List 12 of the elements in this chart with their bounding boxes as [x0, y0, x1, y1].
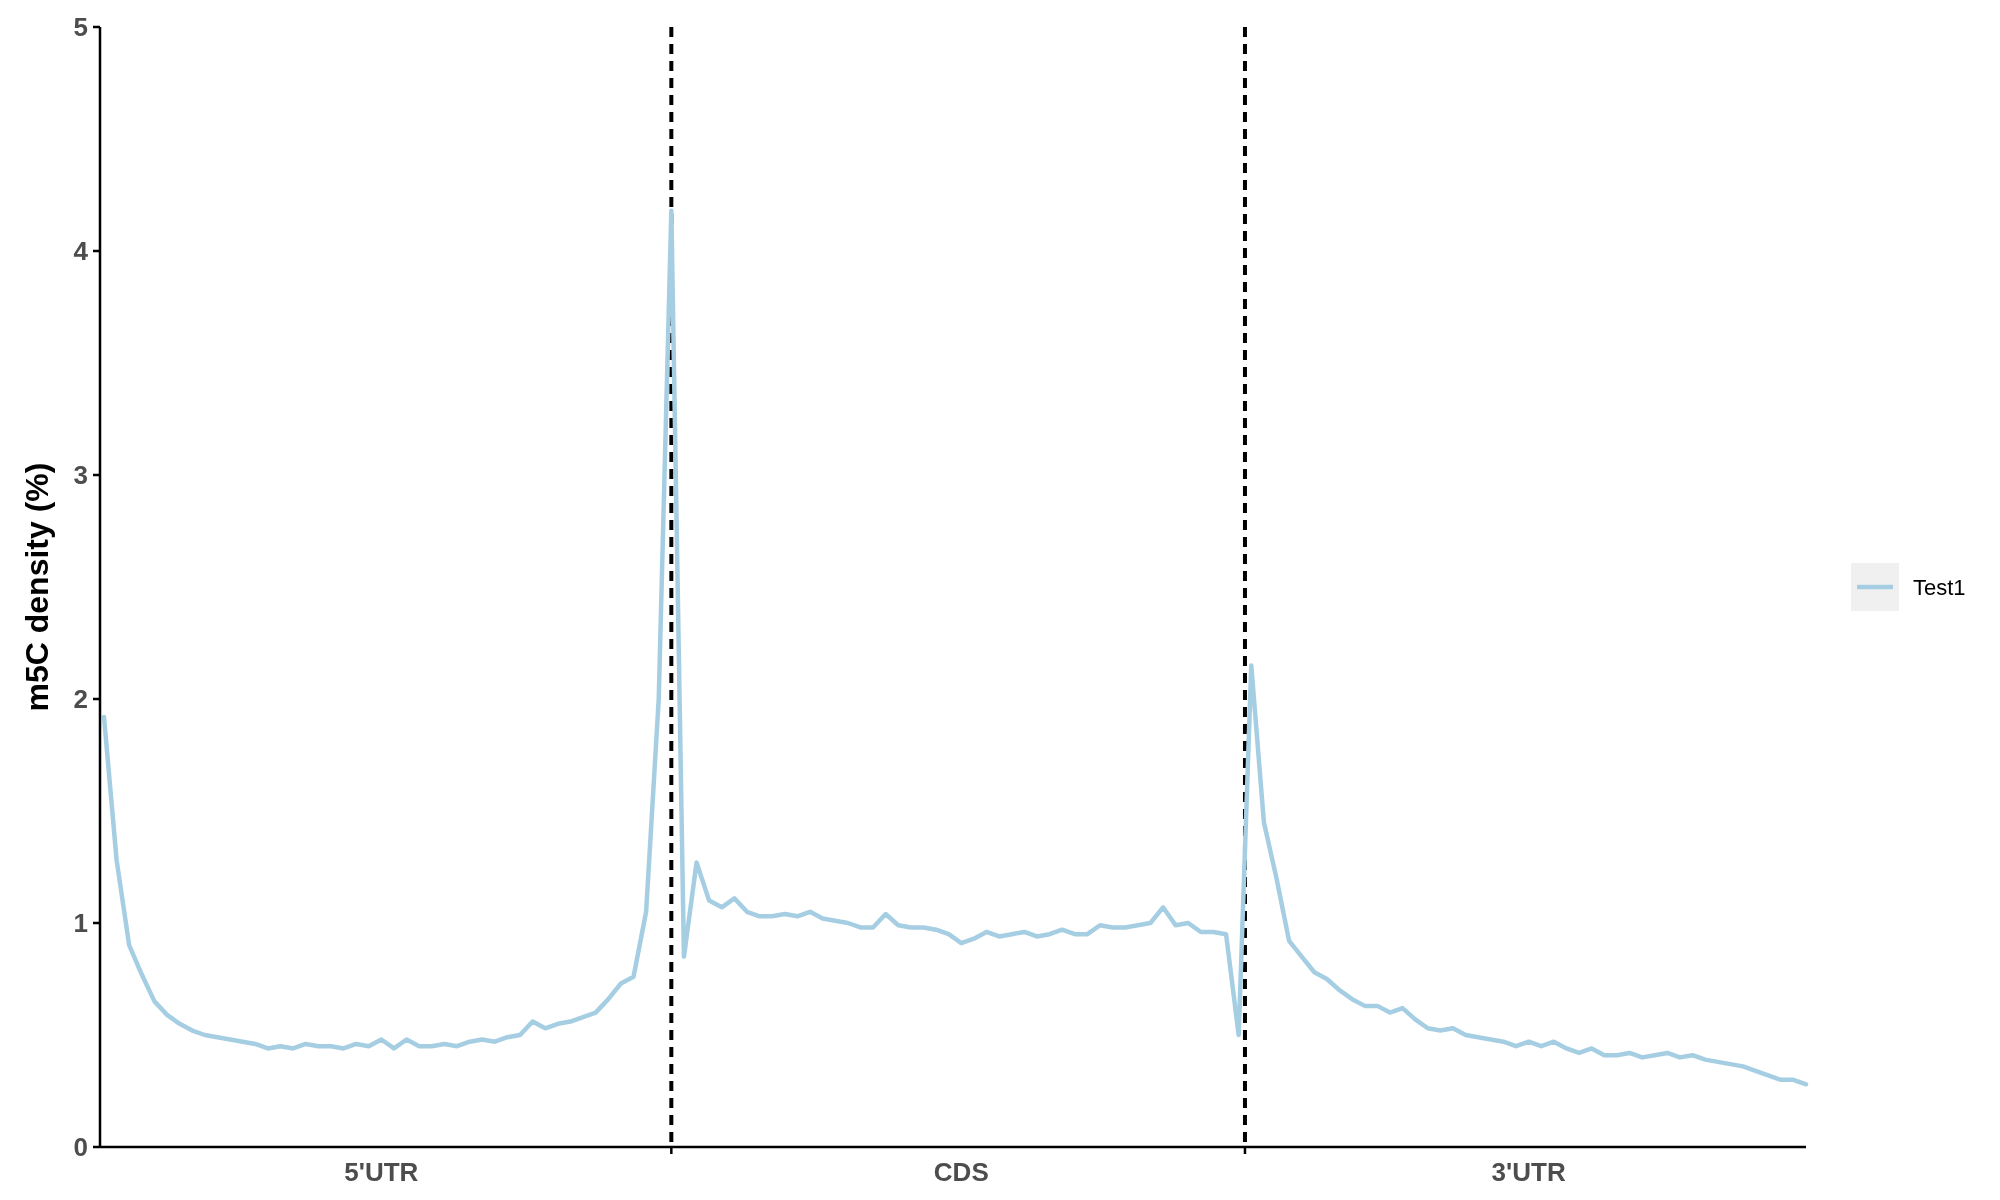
y-tick-label: 0 — [73, 1132, 88, 1163]
y-axis-title: m5C density (%) — [19, 462, 55, 712]
x-tick-label: 5'UTR — [344, 1157, 419, 1187]
y-tick-label: 4 — [73, 236, 89, 267]
y-tick-label: 3 — [73, 460, 88, 491]
y-tick-label: 2 — [73, 684, 88, 715]
y-tick-label: 5 — [73, 12, 88, 43]
line-series — [101, 208, 1809, 1087]
x-tick-label: CDS — [933, 1157, 989, 1187]
y-tick-label: 1 — [73, 908, 88, 939]
legend-label: Test1 — [1913, 574, 1966, 600]
x-tick-label: 3'UTR — [1491, 1157, 1566, 1187]
